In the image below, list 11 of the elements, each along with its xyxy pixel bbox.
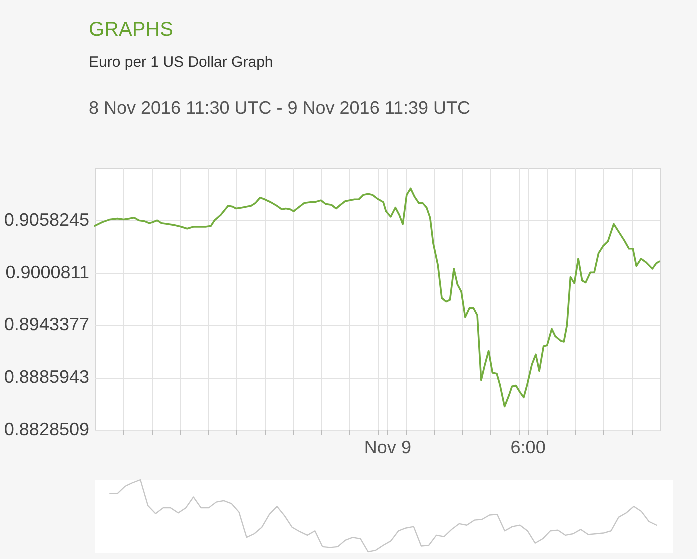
- text: 8 Nov 2016 11:30 UTC - 9 Nov 2016 11:39 UTC: [89, 98, 471, 118]
- x-tick-label: 6:00: [510, 438, 546, 458]
- chart-title: GRAPHS: [89, 19, 174, 41]
- chart-subtitle: Euro per 1 US Dollar Graph: [89, 54, 274, 71]
- y-tick-label: 0.8828509: [4, 420, 90, 440]
- x-tick-label: Nov 9: [364, 438, 412, 458]
- y-tick-label: 0.8943377: [4, 314, 90, 335]
- y-tick-label: 0.9000811: [6, 262, 90, 282]
- y-tick-label: 0.9058245: [4, 210, 90, 230]
- y-tick-label: 0.8885943: [4, 367, 90, 388]
- line-series: [94, 188, 661, 408]
